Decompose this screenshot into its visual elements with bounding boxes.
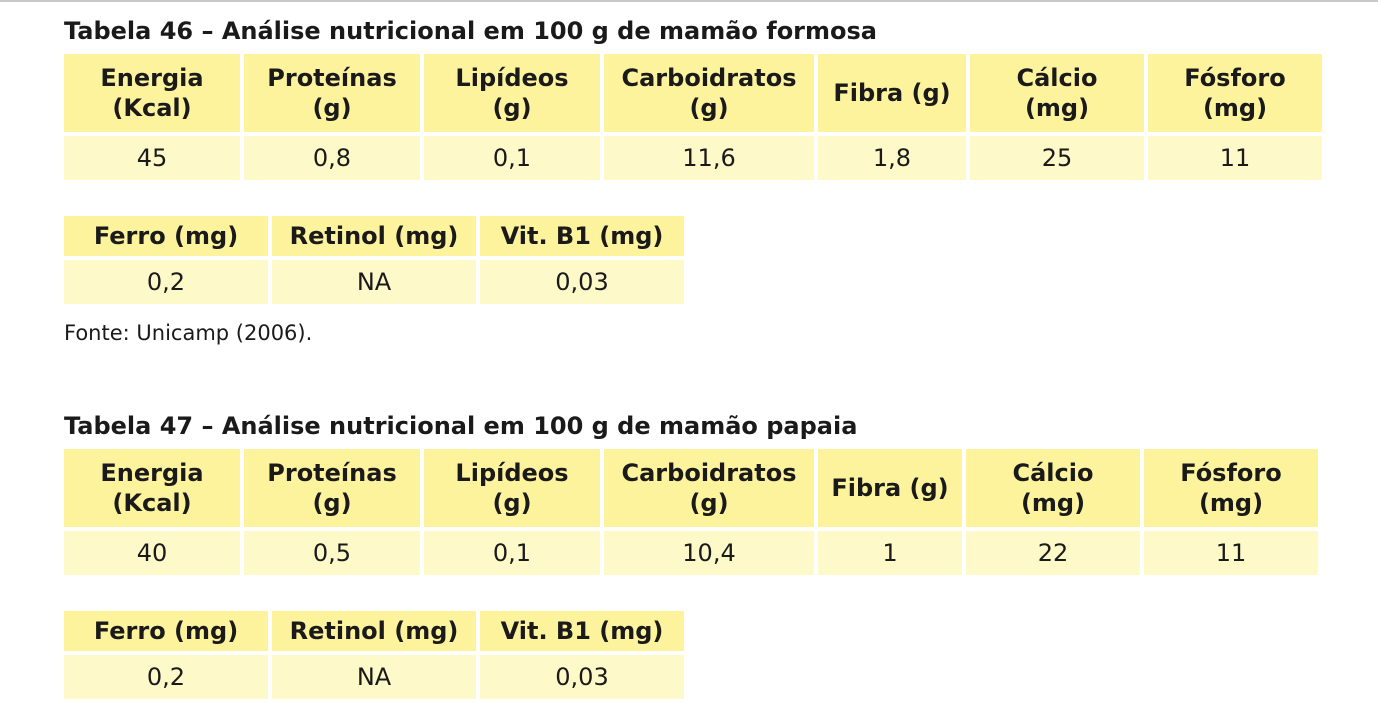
header-fosforo: Fósforo (mg): [1144, 449, 1318, 527]
cell-proteinas: 0,5: [244, 531, 420, 575]
table-row: 0,2 NA 0,03: [64, 260, 684, 304]
cell-retinol: NA: [272, 260, 476, 304]
cell-lipideos: 0,1: [424, 136, 600, 180]
header-lipideos: Lipídeos (g): [424, 54, 600, 132]
header-fibra: Fibra (g): [818, 54, 966, 132]
header-carboidratos: Carboidratos (g): [604, 449, 814, 527]
table-header-row: Energia (Kcal) Proteínas (g) Lipídeos (g) C…: [64, 54, 1322, 132]
cell-fosforo: 11: [1144, 531, 1318, 575]
cell-proteinas: 0,8: [244, 136, 420, 180]
header-lipideos: Lipídeos (g): [424, 449, 600, 527]
header-ferro: Ferro (mg): [64, 611, 268, 651]
cell-fibra: 1,8: [818, 136, 966, 180]
header-fibra: Fibra (g): [818, 449, 962, 527]
header-fosforo: Fósforo (mg): [1148, 54, 1322, 132]
cell-calcio: 22: [966, 531, 1140, 575]
header-vit-b1: Vit. B1 (mg): [480, 611, 684, 651]
header-proteinas: Proteínas (g): [244, 54, 420, 132]
nutrition-main-table: Energia (Kcal) Proteínas (g) Lipídeos (g) C…: [60, 445, 1322, 579]
cell-lipideos: 0,1: [424, 531, 600, 575]
header-vit-b1: Vit. B1 (mg): [480, 216, 684, 256]
cell-retinol: NA: [272, 655, 476, 699]
table-header-row: Ferro (mg) Retinol (mg) Vit. B1 (mg): [64, 611, 684, 651]
header-calcio: Cálcio (mg): [966, 449, 1140, 527]
table-row: 40 0,5 0,1 10,4 1 22 11: [64, 531, 1318, 575]
header-energia: Energia (Kcal): [64, 449, 240, 527]
table-caption: Tabela 46 – Análise nutricional em 100 g…: [64, 17, 877, 45]
cell-fosforo: 11: [1148, 136, 1322, 180]
cell-fibra: 1: [818, 531, 962, 575]
header-proteinas: Proteínas (g): [244, 449, 420, 527]
nutrition-sub-table: Ferro (mg) Retinol (mg) Vit. B1 (mg) 0,2…: [60, 212, 688, 308]
header-energia: Energia (Kcal): [64, 54, 240, 132]
top-border: [0, 0, 1378, 2]
header-calcio: Cálcio (mg): [970, 54, 1144, 132]
header-carboidratos: Carboidratos (g): [604, 54, 814, 132]
cell-vit-b1: 0,03: [480, 655, 684, 699]
table-47-block: Tabela 47 – Análise nutricional em 100 g…: [64, 411, 1322, 703]
table-46-block: Tabela 46 – Análise nutricional em 100 g…: [64, 16, 1326, 346]
table-caption: Tabela 47 – Análise nutricional em 100 g…: [64, 412, 858, 440]
table-header-row: Energia (Kcal) Proteínas (g) Lipídeos (g) C…: [64, 449, 1318, 527]
header-retinol: Retinol (mg): [272, 611, 476, 651]
table-header-row: Ferro (mg) Retinol (mg) Vit. B1 (mg): [64, 216, 684, 256]
cell-carboidratos: 10,4: [604, 531, 814, 575]
cell-energia: 40: [64, 531, 240, 575]
cell-ferro: 0,2: [64, 655, 268, 699]
nutrition-main-table: Energia (Kcal) Proteínas (g) Lipídeos (g) C…: [60, 50, 1326, 184]
table-row: 0,2 NA 0,03: [64, 655, 684, 699]
cell-carboidratos: 11,6: [604, 136, 814, 180]
cell-vit-b1: 0,03: [480, 260, 684, 304]
nutrition-sub-table: Ferro (mg) Retinol (mg) Vit. B1 (mg) 0,2…: [60, 607, 688, 703]
table-source: Fonte: Unicamp (2006).: [64, 321, 313, 345]
table-row: 45 0,8 0,1 11,6 1,8 25 11: [64, 136, 1322, 180]
cell-ferro: 0,2: [64, 260, 268, 304]
cell-energia: 45: [64, 136, 240, 180]
header-ferro: Ferro (mg): [64, 216, 268, 256]
cell-calcio: 25: [970, 136, 1144, 180]
header-retinol: Retinol (mg): [272, 216, 476, 256]
